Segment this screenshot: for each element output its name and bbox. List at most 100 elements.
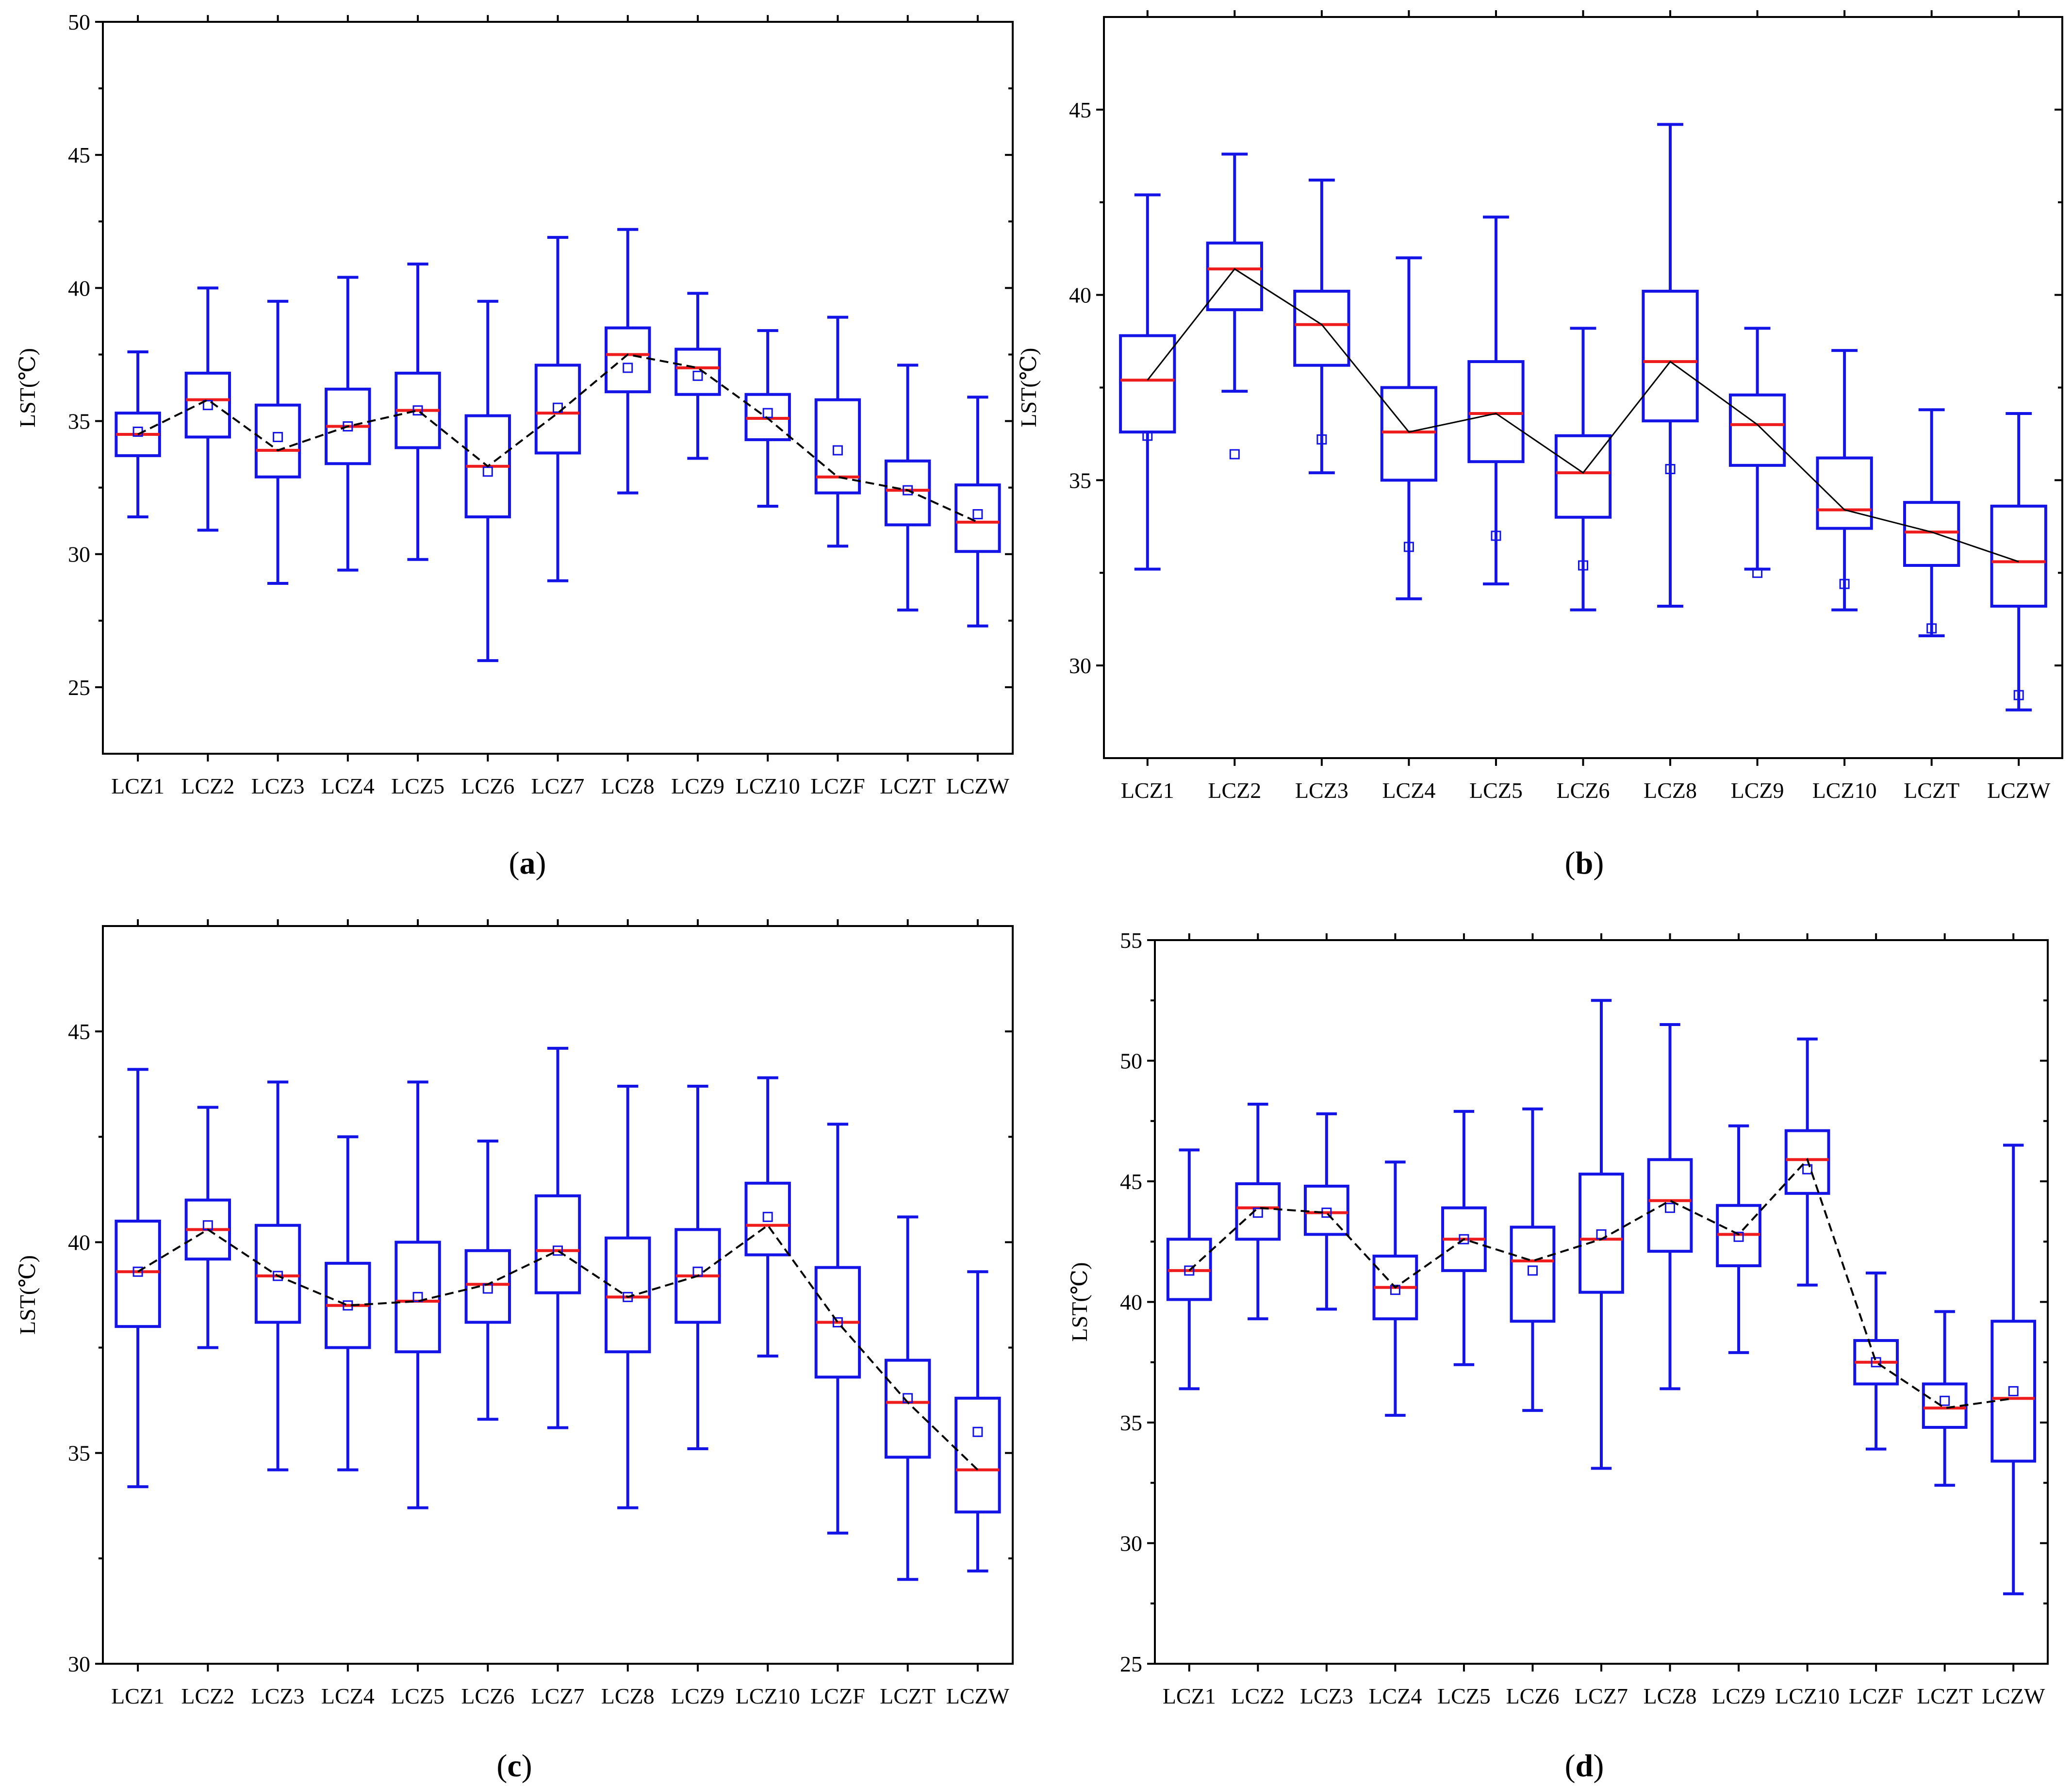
box-iqr [1990, 1320, 2037, 1463]
x-tick-label: LCZ1 [1121, 778, 1174, 803]
box-iqr [1554, 434, 1612, 519]
x-tick-label: LCZW [1987, 778, 2051, 803]
y-tick-label: 35 [68, 409, 90, 434]
box-iqr [744, 1181, 791, 1257]
mean-marker [1578, 560, 1588, 571]
x-tick-label: LCZ7 [531, 774, 585, 798]
y-axis-label: LST(℃) [1067, 1262, 1092, 1342]
median-trend-line [1147, 268, 2019, 563]
mean-marker [623, 363, 633, 373]
x-tick-label: LCZT [1917, 1684, 1973, 1708]
mean-marker [1752, 567, 1763, 578]
box-iqr [954, 1396, 1001, 1514]
box-iqr [1816, 456, 1873, 530]
x-tick-label: LCZ7 [1575, 1684, 1628, 1708]
x-tick-label: LCZ6 [1557, 778, 1610, 803]
x-tick-label: LCZF [810, 1684, 865, 1708]
mean-marker [553, 402, 563, 413]
box-iqr [1303, 1184, 1349, 1236]
x-tick-label: LCZ9 [671, 774, 724, 798]
y-tick-label: 40 [68, 276, 90, 300]
mean-marker [762, 1211, 773, 1222]
y-tick-label: 45 [68, 1019, 90, 1044]
x-tick-label: LCZ1 [111, 774, 164, 798]
y-tick-label: 30 [1069, 653, 1091, 678]
x-tick-label: LCZ3 [1300, 1684, 1353, 1708]
box-iqr [605, 326, 651, 394]
box-iqr [254, 1224, 301, 1324]
box-iqr [1647, 1158, 1693, 1253]
box-iqr [814, 398, 861, 495]
x-tick-label: LCZ4 [321, 1684, 375, 1708]
mean-marker [202, 400, 213, 411]
box-iqr [605, 1236, 651, 1354]
mean-marker [832, 1317, 843, 1327]
mean-marker [1229, 449, 1240, 460]
box-iqr [1206, 241, 1263, 312]
x-tick-label: LCZ5 [1469, 778, 1523, 803]
x-tick-label: LCZ4 [1368, 1684, 1422, 1708]
mean-marker [972, 509, 983, 519]
mean-marker [412, 405, 423, 416]
mean-marker [1142, 430, 1153, 441]
chart-panel-c: 30 35 40 45 LST(℃) LCZ1 LCZ2 LCZ3 LCZ4 LCZ5 LCZ6 LC… [15, 919, 1014, 1784]
box-iqr [1784, 1129, 1830, 1195]
x-tick-label: LCZT [1904, 778, 1959, 803]
y-tick-label: 45 [68, 143, 90, 167]
mean-marker [553, 1245, 563, 1256]
mean-marker [1926, 623, 1937, 634]
box-iqr [1642, 289, 1699, 423]
y-tick-label: 30 [68, 542, 90, 567]
mean-marker [1459, 1234, 1469, 1244]
x-tick-label: LCZ8 [601, 774, 655, 798]
y-axis-label: LST(℃) [15, 348, 40, 428]
x-tick-label: LCZ1 [1163, 1684, 1216, 1708]
mean-marker [903, 485, 913, 496]
y-tick-label: 40 [1069, 283, 1091, 308]
mean-marker [273, 1271, 283, 1281]
box-iqr [534, 364, 581, 455]
x-tick-label: LCZ5 [391, 774, 444, 798]
median-trend-line [137, 1224, 979, 1471]
mean-marker [762, 408, 773, 418]
x-tick-label: LCZ5 [1437, 1684, 1491, 1708]
y-tick-label: 25 [68, 675, 90, 700]
x-tick-label: LCZT [880, 1684, 936, 1708]
chart-panel-d: 25 30 35 40 45 50 55 LST(℃) LCZ1 LCZ2 LCZ3 LCZ4 LCZ5… [1067, 928, 2049, 1784]
x-tick-label: LCZ4 [1382, 778, 1435, 803]
mean-marker [273, 431, 283, 442]
box-iqr [674, 348, 721, 396]
box-iqr [1467, 360, 1525, 464]
x-tick-label: LCZ8 [1644, 778, 1697, 803]
x-tick-label: LCZ10 [1812, 778, 1877, 803]
x-tick-label: LCZ8 [1644, 1684, 1697, 1708]
mean-marker [623, 1291, 633, 1302]
mean-marker [1390, 1285, 1400, 1295]
x-tick-label: LCZW [946, 774, 1010, 798]
x-tick-label: LCZW [1982, 1684, 2045, 1708]
x-tick-label: LCZ4 [321, 774, 375, 798]
box-iqr [1235, 1182, 1281, 1241]
panel-caption: (a) [509, 845, 546, 881]
box-iqr [464, 1249, 511, 1324]
x-tick-label: LCZ3 [251, 774, 305, 798]
panel-caption: (c) [496, 1748, 532, 1784]
mean-marker [482, 466, 493, 477]
box-iqr [115, 1220, 161, 1328]
box-iqr [1903, 501, 1960, 567]
mean-marker [972, 1426, 983, 1437]
box-iqr [954, 483, 1001, 553]
chart-panel-b: 30 35 40 45 LST(℃) LCZ1 LCZ2 LCZ3 LCZ4 LCZ5 LCZ6 LC… [1016, 10, 2063, 881]
mean-marker [692, 370, 703, 381]
mean-marker [2013, 690, 2024, 700]
y-axis-label: LST(℃) [1016, 348, 1041, 428]
mean-marker [1802, 1164, 1813, 1175]
y-tick-label: 50 [68, 10, 90, 34]
box-iqr [1728, 393, 1786, 467]
x-tick-label: LCZ6 [1506, 1684, 1560, 1708]
mean-marker [1940, 1395, 1950, 1406]
x-tick-label: LCZF [1849, 1684, 1903, 1708]
y-tick-label: 25 [1120, 1652, 1142, 1676]
x-tick-label: LCZ10 [1775, 1684, 1840, 1708]
